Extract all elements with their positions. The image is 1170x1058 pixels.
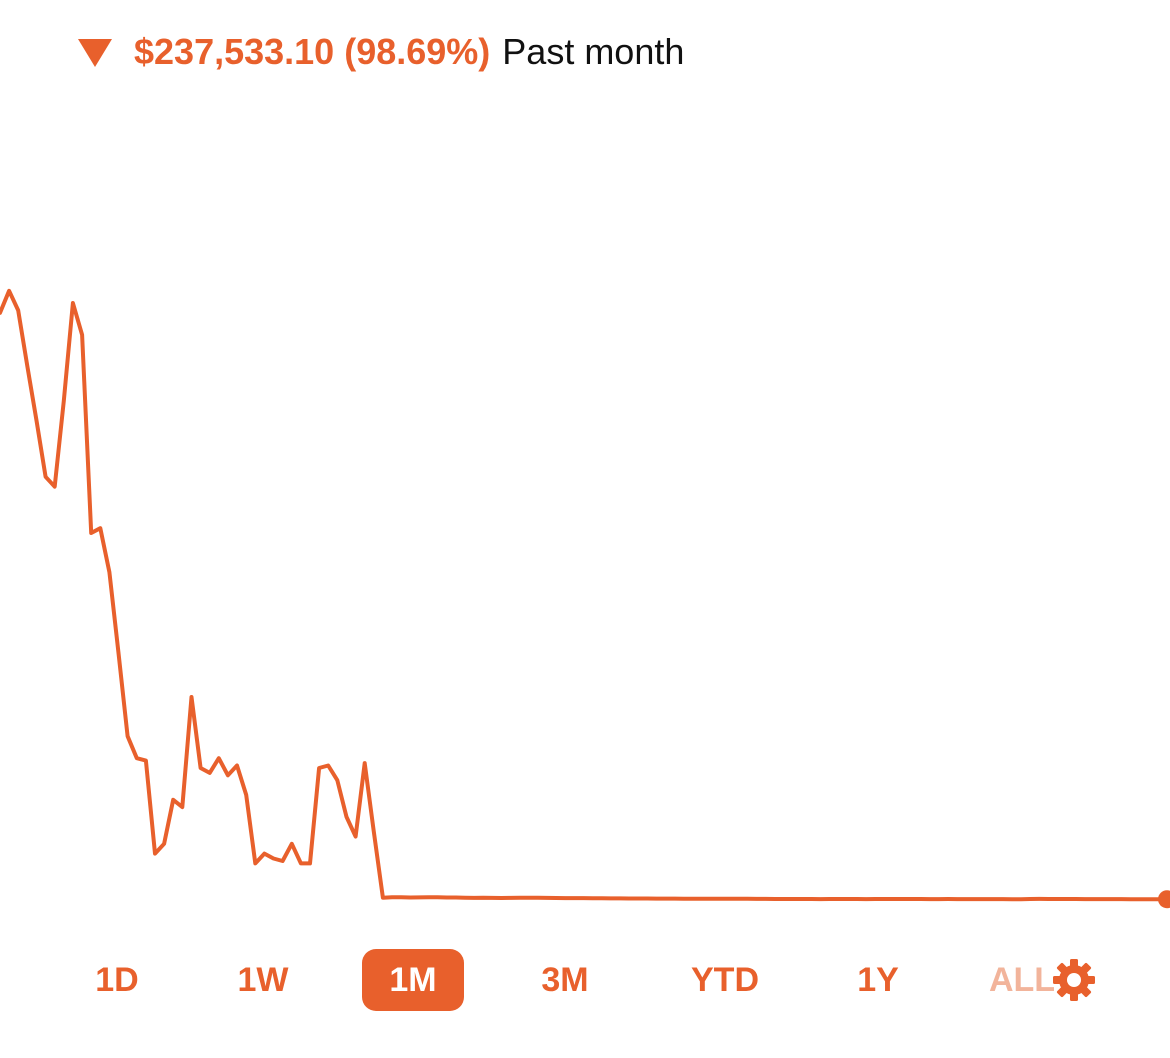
down-arrow-icon [78,39,112,67]
performance-summary: $237,533.10 (98.69%) Past month [78,28,684,76]
period-label: Past month [502,31,685,72]
range-button-1w[interactable]: 1W [237,961,289,999]
change-percent: (98.69%) [344,31,491,72]
range-button-1y[interactable]: 1Y [857,961,899,999]
range-button-1m[interactable]: 1M [362,949,464,1011]
time-range-selector: ALL 1Y YTD 3M 1M 1W 1D [0,946,1170,1016]
price-series-line [0,288,1169,902]
range-button-ytd[interactable]: YTD [691,961,759,999]
range-button-3m[interactable]: 3M [541,961,589,999]
current-value-dot [1158,890,1170,909]
range-button-all[interactable]: ALL [988,961,1056,999]
change-amount: $237,533.10 [134,31,335,72]
range-button-1d[interactable]: 1D [95,961,139,999]
gear-icon[interactable] [1052,958,1096,1002]
